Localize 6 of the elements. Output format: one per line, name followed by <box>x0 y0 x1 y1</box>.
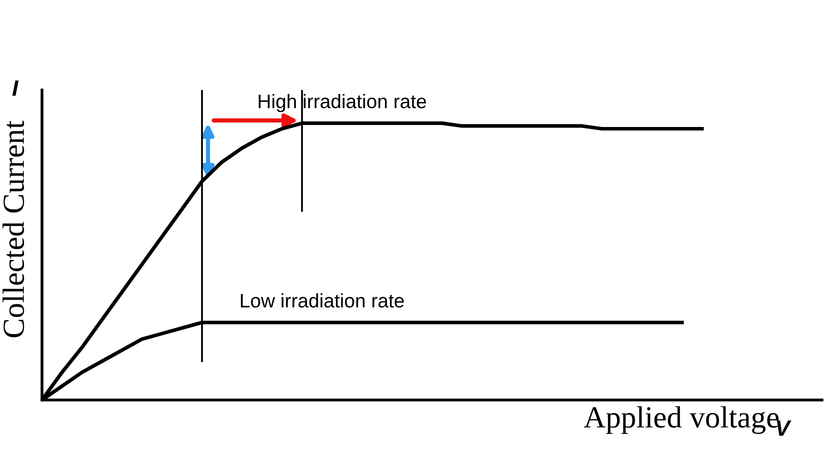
text: V <box>776 420 792 436</box>
y-axis-title: Collected Current <box>2 120 24 338</box>
x-axis-title: Applied voltage <box>584 406 779 434</box>
series-label: Low irradiation rate <box>240 293 404 308</box>
text: I <box>12 80 19 96</box>
series-label: High irradiation rate <box>258 94 426 112</box>
